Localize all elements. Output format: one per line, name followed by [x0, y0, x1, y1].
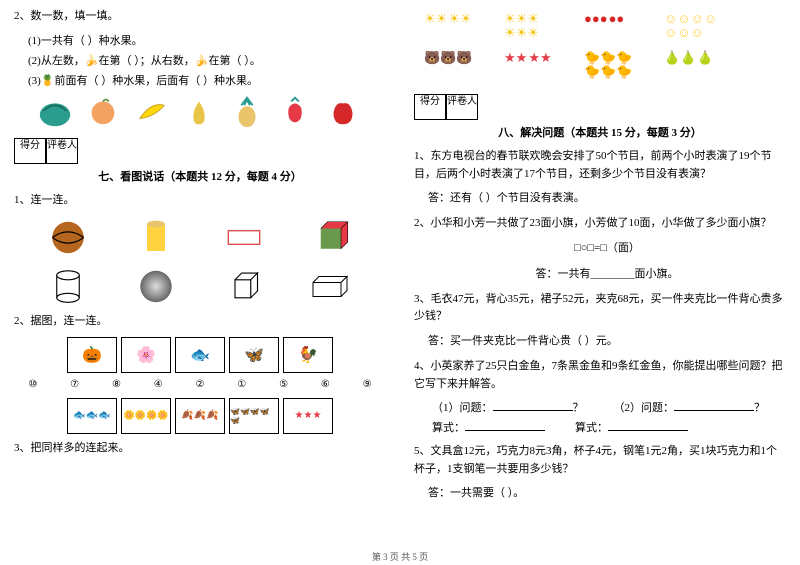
shape-cuboid — [307, 264, 357, 309]
q7-2: 2、据图，连一连。 — [14, 313, 386, 331]
q7-3: 3、把同样多的连起来。 — [14, 440, 386, 458]
lbl-4: ② — [181, 379, 219, 390]
obj-can — [131, 215, 181, 260]
obj-box — [219, 215, 269, 260]
cell-pears: 🍐🍐🍐 — [664, 51, 720, 78]
r-q5-ans: 答：一共需要（ ）。 — [428, 484, 786, 500]
blank[interactable] — [465, 419, 545, 431]
fruit-apple — [322, 92, 364, 130]
label-row: ⑩ ⑦ ⑧ ④ ② ① ⑤ ⑥ ⑨ — [14, 379, 386, 390]
r-q2-ans: 答：一共有________面小旗。 — [428, 265, 786, 281]
cell-stars: ★★★★ — [504, 51, 560, 78]
objects-row — [14, 215, 386, 260]
blank[interactable] — [493, 399, 573, 411]
q4-p2-label: （2）问题： — [614, 402, 675, 414]
r-q4-calc: 算式： 算式： — [432, 419, 786, 435]
shape-sphere — [131, 264, 181, 309]
box-b2: 🌼🌼🌼🌼 — [121, 398, 171, 434]
lbl-6: ⑤ — [265, 379, 303, 390]
q2-3: (3)🍍前面有（ ）种水果，后面有（ ）种水果。 — [14, 72, 386, 88]
cell-bears: 🐻🐻🐻 — [424, 51, 480, 78]
r-q4: 4、小英家养了25只白金鱼，7条黑金鱼和9条红金鱼，你能提出哪些问题？把它写下来… — [414, 358, 786, 393]
fruit-strawberry — [274, 92, 316, 130]
box-flower: 🌸 — [121, 337, 171, 373]
cell-chicks: 🐤🐤🐤🐤🐤🐤 — [584, 51, 640, 78]
shape-cube — [219, 264, 269, 309]
obj-cube — [307, 215, 357, 260]
q2-1: (1)一共有（ ）种水果。 — [14, 32, 386, 48]
fruit-watermelon — [34, 92, 76, 130]
r-q1-ans: 答：还有（ ）个节目没有表演。 — [428, 189, 786, 205]
box-b4: 🦋🦋🦋🦋🦋 — [229, 398, 279, 434]
r-q4-probs: （1）问题：？ （2）问题：？ — [432, 399, 786, 415]
r-q2: 2、小华和小芳一共做了23面小旗，小芳做了10面，小华做了多少面小旗？ — [414, 215, 786, 233]
r-q3: 3、毛衣47元，背心35元，裙子52元，夹克68元，买一件夹克比一件背心贵多少钱… — [414, 291, 786, 326]
lbl-2: ⑧ — [98, 379, 136, 390]
lbl-0: ⑩ — [14, 379, 52, 390]
boxed-top: 🎃 🌸 🐟 🦋 🐓 — [14, 337, 386, 373]
fruit-pineapple — [226, 92, 268, 130]
q4-p1-label: （1）问题： — [432, 402, 493, 414]
box-fish: 🐟 — [175, 337, 225, 373]
q4-calc1: 算式： — [432, 422, 465, 434]
icon-grid: ☀☀☀☀ ☀☀☀☀☀☀ ●●●●● ☺☺☺☺☺☺☺ 🐻🐻🐻 ★★★★ 🐤🐤🐤🐤🐤… — [414, 8, 786, 88]
fruit-pear — [178, 92, 220, 130]
box-b1: 🐟🐟🐟 — [67, 398, 117, 434]
box-butterfly: 🦋 — [229, 337, 279, 373]
grader-label-2: 评卷人 — [446, 94, 478, 120]
lbl-3: ④ — [139, 379, 177, 390]
fruit-peach — [82, 92, 124, 130]
q2-2: (2)从左数，🍌在第（ ）；从右数，🍌在第（ ）。 — [14, 52, 386, 68]
fruit-banana — [130, 92, 172, 130]
lbl-7: ⑥ — [306, 379, 344, 390]
lbl-8: ⑨ — [348, 379, 386, 390]
q2-stem: 2、数一数，填一填。 — [14, 8, 386, 26]
cell-suns: ☀☀☀☀ — [424, 12, 480, 39]
r-q3-ans: 答：买一件夹克比一件背心贵（ ）元。 — [428, 332, 786, 348]
score-label-2: 得分 — [414, 94, 446, 120]
r-q5: 5、文具盒12元，巧克力8元3角，杯子4元，钢笔1元2角，买1块巧克力和1个杯子… — [414, 443, 786, 478]
cell-apples: ●●●●● — [584, 12, 640, 39]
r-q2-eq: □○□=□（面） — [428, 239, 786, 255]
lbl-5: ① — [223, 379, 261, 390]
q4-calc2: 算式： — [575, 422, 608, 434]
grader-label: 评卷人 — [46, 138, 78, 164]
blank[interactable] — [674, 399, 754, 411]
section8-title: 八、解决问题（本题共 15 分，每题 3 分） — [414, 124, 786, 140]
score-box: 得分 评卷人 — [14, 138, 386, 164]
shapes-row — [14, 264, 386, 309]
boxed-bottom: 🐟🐟🐟 🌼🌼🌼🌼 🍂🍂🍂 🦋🦋🦋🦋🦋 ★★★ — [14, 398, 386, 434]
r-q1: 1、东方电视台的春节联欢晚会安排了50个节目，前两个小时表演了19个节目，后两个… — [414, 148, 786, 183]
box-b3: 🍂🍂🍂 — [175, 398, 225, 434]
blank[interactable] — [608, 419, 688, 431]
lbl-1: ⑦ — [56, 379, 94, 390]
box-pumpkin: 🎃 — [67, 337, 117, 373]
fruit-row — [14, 92, 386, 130]
page-footer: 第 3 页 共 5 页 — [0, 550, 800, 563]
shape-cylinder — [43, 264, 93, 309]
q7-1: 1、连一连。 — [14, 192, 386, 210]
section7-title: 七、看图说话（本题共 12 分，每题 4 分） — [14, 168, 386, 184]
score-box-2: 得分 评卷人 — [414, 94, 786, 120]
cell-smiles: ☺☺☺☺☺☺☺ — [664, 12, 720, 39]
box-b5: ★★★ — [283, 398, 333, 434]
box-rooster: 🐓 — [283, 337, 333, 373]
cell-suns2: ☀☀☀☀☀☀ — [504, 12, 560, 39]
obj-ball — [43, 215, 93, 260]
score-label: 得分 — [14, 138, 46, 164]
